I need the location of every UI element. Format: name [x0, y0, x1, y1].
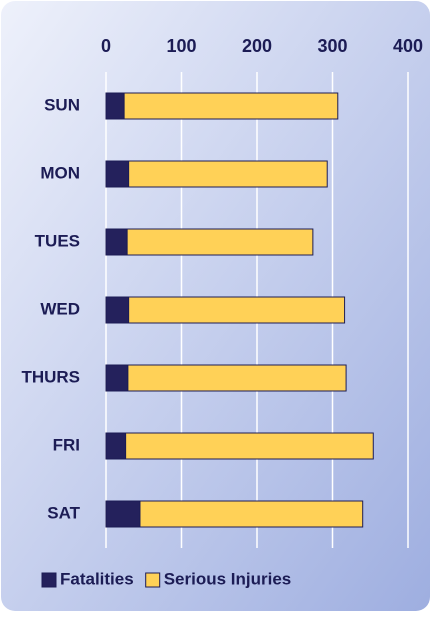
bar-segment — [105, 228, 128, 256]
legend-swatch — [145, 572, 161, 588]
bar-segment — [127, 364, 347, 392]
bar-segment — [105, 432, 127, 460]
bar-segment — [105, 92, 125, 120]
y-tick-label: TUES — [35, 231, 80, 250]
bar-segment — [125, 432, 374, 460]
x-tick-label: 300 — [317, 36, 347, 56]
x-tick-label: 0 — [101, 36, 111, 56]
y-tick-label: SAT — [47, 503, 80, 522]
y-tick-label: WED — [40, 299, 80, 318]
legend-label: Serious Injuries — [164, 569, 292, 588]
y-tick-label: THURS — [21, 367, 80, 386]
x-tick-label: 200 — [242, 36, 272, 56]
y-tick-label: FRI — [53, 435, 80, 454]
bar-segment — [128, 296, 346, 324]
bar-segment — [123, 92, 339, 120]
bar-segment — [105, 500, 141, 528]
legend-label: Fatalities — [60, 569, 134, 588]
y-tick-label: SUN — [44, 95, 80, 114]
x-tick-label: 100 — [166, 36, 196, 56]
x-tick-label: 400 — [393, 36, 423, 56]
legend-swatch — [41, 572, 57, 588]
bar-segment — [105, 160, 130, 188]
bar-segment — [128, 160, 328, 188]
bar-segment — [139, 500, 364, 528]
bar-segment — [105, 364, 129, 392]
bar-segment — [105, 296, 130, 324]
bar-segment — [126, 228, 314, 256]
y-tick-label: MON — [40, 163, 80, 182]
